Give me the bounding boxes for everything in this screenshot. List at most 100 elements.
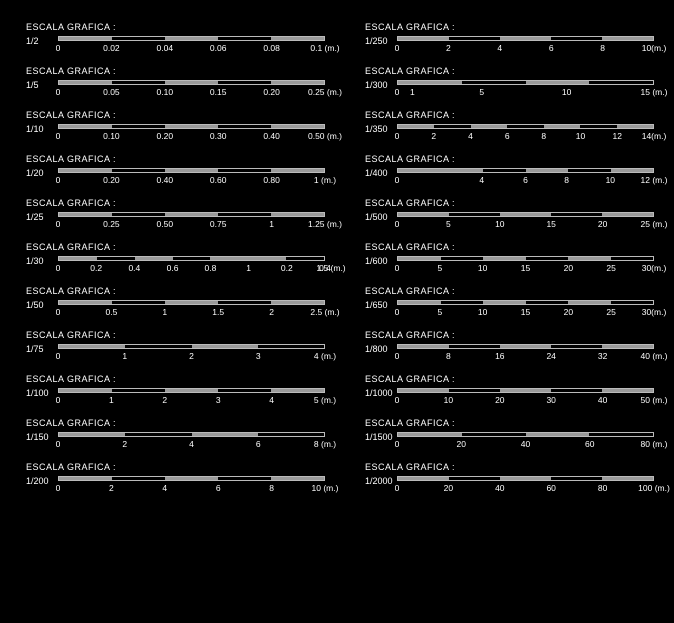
segment-filled [271, 169, 324, 172]
tick-label: 0 [56, 307, 61, 317]
scale-row: 1/2000.200.400.600.801 (m.) [26, 168, 325, 187]
tick-label: 0.10 [157, 87, 174, 97]
scale-row: 1/600051015202530(m.) [365, 256, 654, 275]
scale-row: 1/100012345 (m.) [26, 388, 325, 407]
scale-block: ESCALA GRAFICA :1/5000.511.522.5 (m.) [26, 286, 325, 319]
scale-row: 1/2500.250.500.7511.25 (m.) [26, 212, 325, 231]
tick-label: 15 [546, 219, 555, 229]
bar-wrap: 01234 (m.) [58, 344, 325, 363]
segment-empty [589, 81, 653, 84]
scale-ratio: 1/30 [26, 256, 58, 266]
tick-label: 0 [56, 43, 61, 53]
scale-ratio: 1/400 [365, 168, 397, 178]
tick-label: 0.25 [103, 219, 120, 229]
scale-bar [397, 212, 654, 217]
unit-label: 40 (m.) [641, 351, 668, 361]
tick-row: 00.200.400.600.801 (m.) [58, 175, 325, 187]
scale-bar [58, 344, 325, 349]
segment-filled [271, 301, 324, 304]
scale-block: ESCALA GRAFICA :1/7501234 (m.) [26, 330, 325, 363]
tick-label: 20 [444, 483, 453, 493]
tick-label: 6 [523, 175, 528, 185]
segment-empty [112, 169, 165, 172]
segment-filled [398, 37, 449, 40]
segment-filled [398, 433, 462, 436]
unit-label: 8 (m.) [314, 439, 336, 449]
unit-label: 0.25 (m.) [308, 87, 342, 97]
tick-label: 0 [395, 87, 400, 97]
tick-label: 0.06 [210, 43, 227, 53]
scale-block: ESCALA GRAFICA :1/200.020.040.060.080.1 … [26, 22, 325, 55]
tick-label: 1 [269, 219, 274, 229]
bar-wrap: 00.20.40.60.810.20.41.5 (m.) [58, 256, 325, 275]
tick-row: 0246810(m.) [397, 43, 654, 55]
unit-label: 10(m.) [642, 43, 667, 53]
segment-empty [125, 345, 191, 348]
tick-label: 10 [562, 87, 571, 97]
scale-row: 1/35002468101214(m.) [365, 124, 654, 143]
scale-block: ESCALA GRAFICA :1/5000510152025 (m.) [365, 198, 654, 231]
scale-ratio: 1/600 [365, 256, 397, 266]
scale-ratio: 1/1500 [365, 432, 397, 442]
scale-bar [58, 256, 325, 261]
tick-row: 0816243240 (m.) [397, 351, 654, 363]
left-column: ESCALA GRAFICA :1/200.020.040.060.080.1 … [0, 0, 337, 623]
scale-row: 1/1000.100.200.300.400.50 (m.) [26, 124, 325, 143]
scale-title: ESCALA GRAFICA : [26, 242, 325, 252]
segment-filled [471, 125, 507, 128]
segment-filled [165, 37, 218, 40]
scale-bar [397, 256, 654, 261]
segment-empty [112, 37, 165, 40]
scale-ratio: 1/1000 [365, 388, 397, 398]
segment-empty [449, 389, 500, 392]
tick-label: 0 [56, 87, 61, 97]
scale-bar [397, 300, 654, 305]
segment-empty [218, 37, 271, 40]
tick-label: 0 [395, 439, 400, 449]
tick-label: 0.8 [205, 263, 217, 273]
tick-label: 4 [269, 395, 274, 405]
segment-empty [449, 345, 500, 348]
tick-label: 8 [564, 175, 569, 185]
scale-title: ESCALA GRAFICA : [26, 374, 325, 384]
tick-label: 0 [395, 131, 400, 141]
unit-label: 1.5 (m.) [316, 263, 345, 273]
segment-empty [526, 257, 569, 260]
tick-label: 15 [521, 307, 530, 317]
segment-empty [611, 301, 654, 304]
tick-label: 1 [410, 87, 415, 97]
segment-empty [112, 81, 165, 84]
segment-filled [526, 433, 590, 436]
bar-wrap: 00.250.500.7511.25 (m.) [58, 212, 325, 231]
scale-row: 1/2500246810(m.) [365, 36, 654, 55]
tick-label: 0.08 [263, 43, 280, 53]
scale-grid: ESCALA GRAFICA :1/200.020.040.060.080.1 … [0, 0, 674, 623]
scale-title: ESCALA GRAFICA : [26, 286, 325, 296]
unit-label: 10 (m.) [312, 483, 339, 493]
tick-row: 00.511.522.5 (m.) [58, 307, 325, 319]
segment-empty [580, 125, 616, 128]
segment-filled [500, 37, 551, 40]
tick-label: 20 [598, 219, 607, 229]
tick-label: 0 [395, 175, 400, 185]
segment-filled [59, 301, 112, 304]
segment-filled [544, 125, 580, 128]
scale-title: ESCALA GRAFICA : [365, 374, 654, 384]
segment-empty [218, 169, 271, 172]
scale-title: ESCALA GRAFICA : [365, 242, 654, 252]
segment-filled [398, 257, 441, 260]
scale-row: 1/40004681012 (m.) [365, 168, 654, 187]
tick-label: 30 [546, 395, 555, 405]
scale-block: ESCALA GRAFICA :1/2500.250.500.7511.25 (… [26, 198, 325, 231]
scale-title: ESCALA GRAFICA : [26, 22, 325, 32]
scale-block: ESCALA GRAFICA : 1/600051015202530(m.) [365, 242, 654, 275]
unit-label: 1 (m.) [314, 175, 336, 185]
scale-block: ESCALA GRAFICA :1/2000.200.400.600.801 (… [26, 154, 325, 187]
segment-filled [192, 345, 258, 348]
segment-empty [462, 433, 526, 436]
scale-ratio: 1/800 [365, 344, 397, 354]
tick-label: 0.10 [103, 131, 120, 141]
segment-filled [248, 257, 286, 260]
tick-label: 20 [564, 307, 573, 317]
scale-bar [397, 344, 654, 349]
